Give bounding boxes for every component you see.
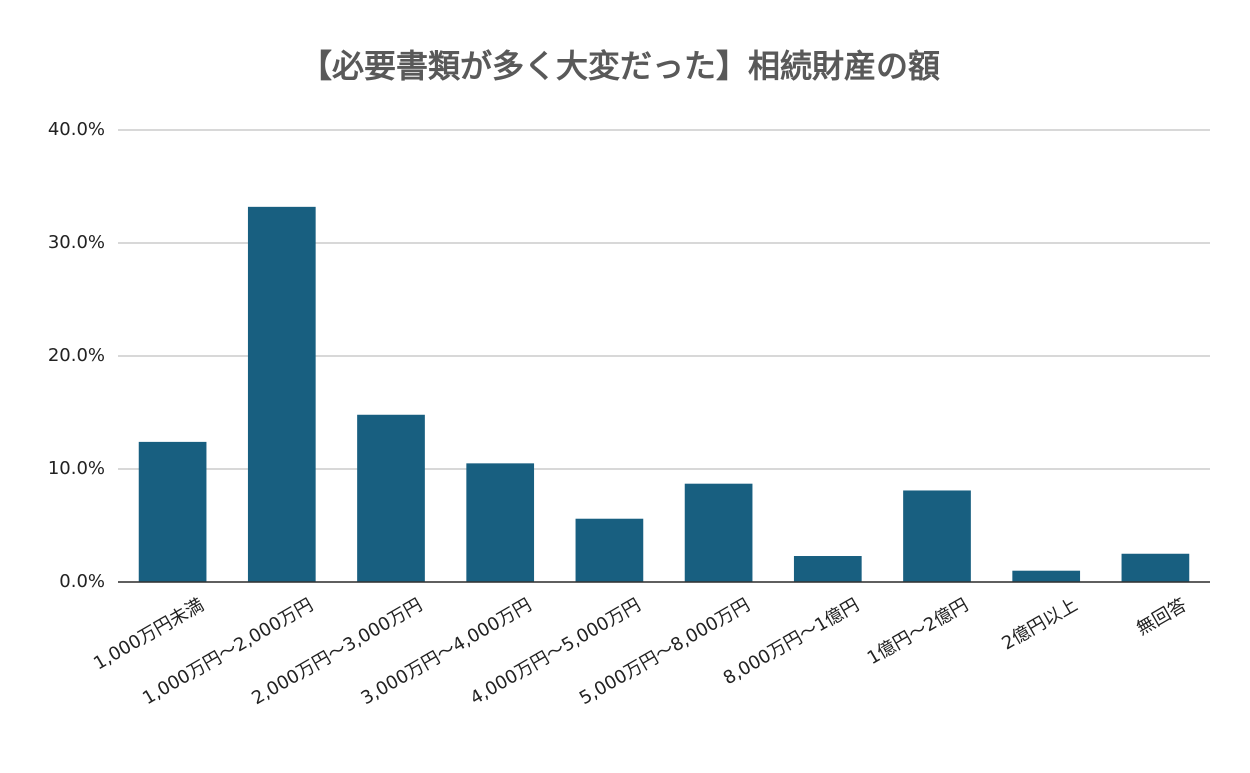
bar [684, 483, 753, 582]
x-tick-label: 無回答 [1133, 594, 1190, 639]
y-tick-label: 40.0% [48, 119, 105, 140]
y-tick-label: 30.0% [48, 232, 105, 253]
bar [357, 414, 425, 582]
bar [1012, 570, 1081, 582]
bar [793, 556, 862, 582]
x-tick-label: 1億円～2億円 [864, 594, 972, 669]
bar [1121, 553, 1190, 582]
bar [138, 441, 207, 582]
bar [247, 206, 316, 582]
y-tick-label: 20.0% [48, 345, 105, 366]
y-tick-label: 0.0% [59, 571, 105, 592]
x-tick-label: 2億円以上 [998, 594, 1081, 654]
bar [903, 490, 971, 582]
chart-title: 【必要書類が多く大変だった】相続財産の額 [300, 47, 940, 85]
y-tick-label: 10.0% [48, 458, 105, 479]
bar [575, 518, 644, 582]
bar [466, 463, 535, 582]
